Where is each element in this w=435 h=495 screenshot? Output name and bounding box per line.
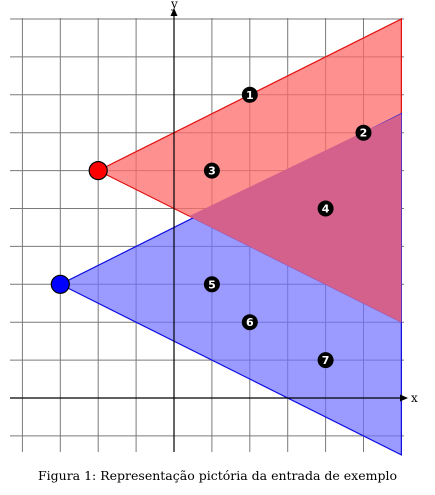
x-axis-arrow [400, 394, 408, 402]
marker-6: 6 [241, 314, 258, 331]
red-origin-point [88, 161, 108, 181]
marker-circle [317, 352, 334, 369]
numbered-markers: 1 2 3 4 5 6 7 [203, 86, 372, 369]
marker-3: 3 [203, 162, 220, 179]
x-axis-label: x [411, 391, 418, 405]
diagram-canvas: x y 1 2 3 4 5 6 7 [10, 0, 418, 456]
marker-7: 7 [317, 352, 334, 369]
blue-origin-point [50, 274, 70, 294]
marker-circle [317, 200, 334, 217]
marker-label: 4 [322, 203, 330, 216]
marker-label: 6 [246, 316, 254, 329]
marker-label: 7 [322, 354, 330, 367]
marker-label: 3 [208, 165, 216, 178]
marker-label: 5 [208, 278, 216, 291]
marker-circle [241, 86, 258, 103]
marker-circle [203, 162, 220, 179]
marker-circle [203, 276, 220, 293]
cone-regions [58, 18, 402, 456]
marker-label: 1 [246, 89, 254, 102]
marker-4: 4 [317, 200, 334, 217]
y-axis-label: y [170, 0, 178, 11]
axes: x y [10, 0, 418, 452]
marker-2: 2 [355, 124, 372, 141]
overlap-region [189, 113, 402, 323]
origin-points [50, 161, 108, 294]
marker-circle [355, 124, 372, 141]
y-axis-arrow [170, 8, 178, 16]
marker-circle [241, 314, 258, 331]
marker-label: 2 [360, 127, 368, 140]
marker-5: 5 [203, 276, 220, 293]
marker-1: 1 [241, 86, 258, 103]
figure-caption: Figura 1: Representação pictória da entr… [37, 468, 398, 483]
